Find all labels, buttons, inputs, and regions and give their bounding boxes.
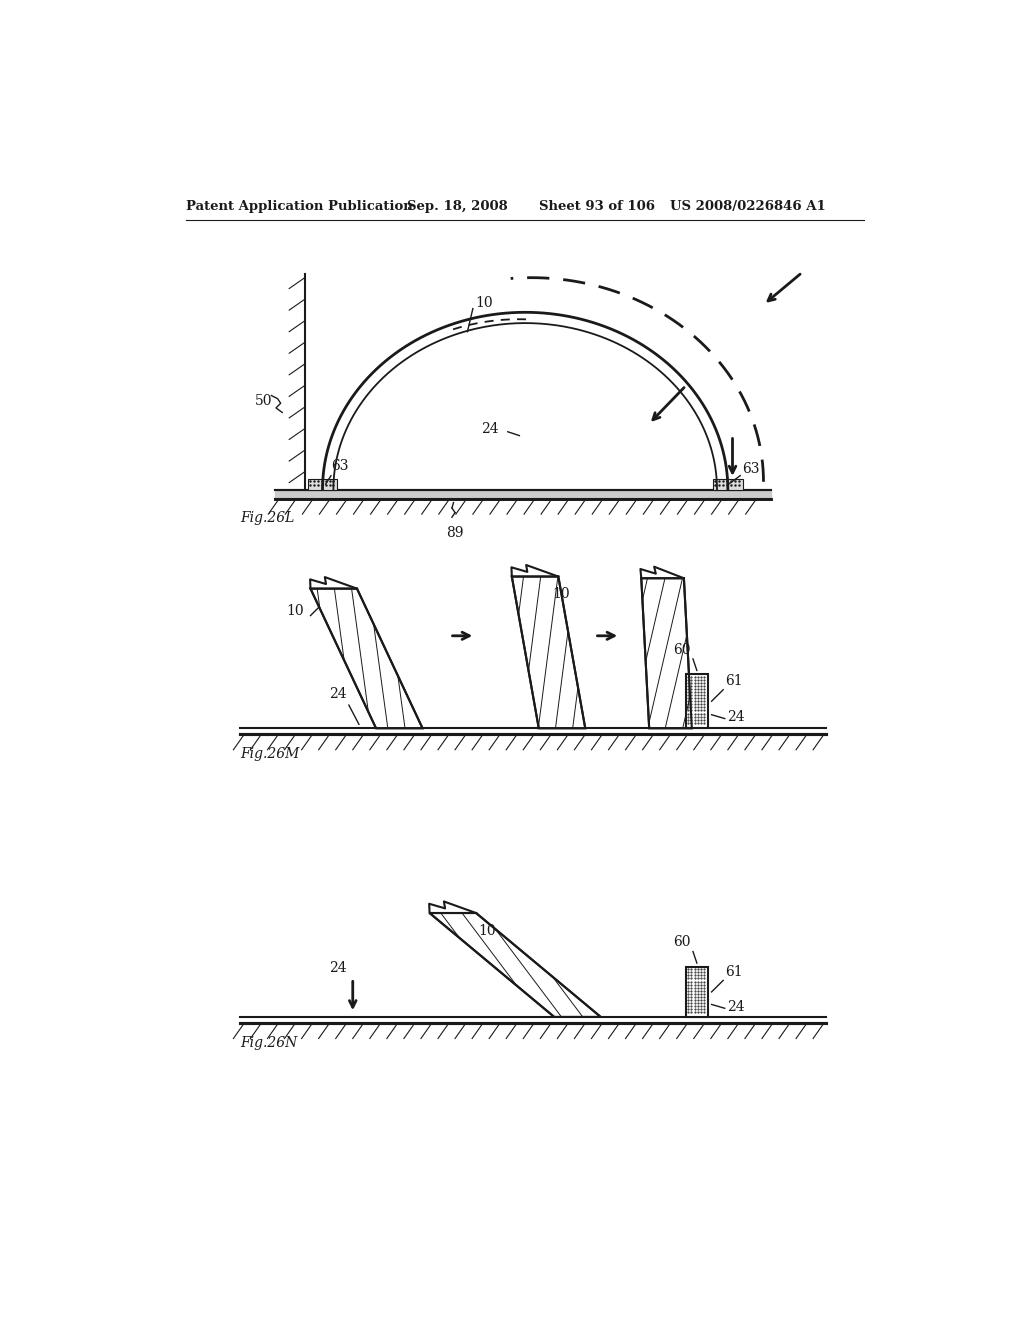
Text: 24: 24	[727, 710, 744, 725]
Bar	[686, 675, 708, 729]
Text: Fig.26N: Fig.26N	[241, 1036, 298, 1051]
Text: 24: 24	[329, 688, 346, 701]
Bar	[308, 479, 337, 490]
Text: 10: 10	[552, 587, 569, 601]
Text: 24: 24	[329, 961, 346, 974]
Bar	[713, 479, 742, 490]
Text: Patent Application Publication: Patent Application Publication	[186, 199, 413, 213]
Text: US 2008/0226846 A1: US 2008/0226846 A1	[671, 199, 826, 213]
Text: 24: 24	[727, 999, 744, 1014]
Text: 10: 10	[475, 296, 493, 310]
Text: 10: 10	[478, 924, 496, 937]
Text: 89: 89	[446, 525, 464, 540]
Text: 10: 10	[287, 603, 304, 618]
Text: Fig.26L: Fig.26L	[241, 511, 295, 525]
Polygon shape	[430, 913, 601, 1016]
Bar	[686, 966, 708, 1016]
Text: 61: 61	[726, 675, 743, 688]
Polygon shape	[512, 577, 586, 729]
Polygon shape	[310, 589, 423, 729]
Text: 61: 61	[726, 965, 743, 979]
Text: Sheet 93 of 106: Sheet 93 of 106	[539, 199, 654, 213]
Text: 50: 50	[255, 393, 272, 408]
Text: 24: 24	[481, 422, 499, 437]
Text: 60: 60	[673, 643, 690, 656]
Text: 63: 63	[331, 458, 348, 473]
Text: Fig.26M: Fig.26M	[241, 747, 300, 762]
Text: 63: 63	[742, 462, 760, 475]
Text: Sep. 18, 2008: Sep. 18, 2008	[407, 199, 508, 213]
Text: 60: 60	[673, 935, 690, 949]
Polygon shape	[641, 578, 692, 729]
